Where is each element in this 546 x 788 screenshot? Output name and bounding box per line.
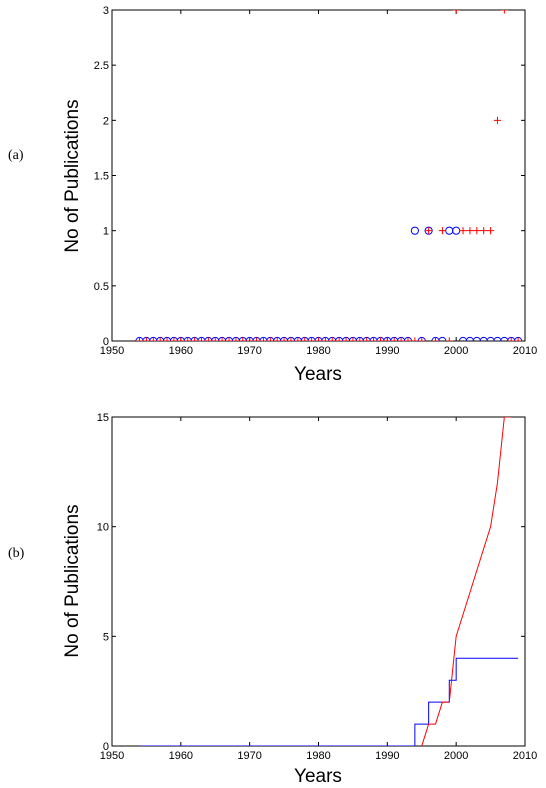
x-tick-label: 2000 — [444, 750, 468, 762]
point-plus — [439, 227, 446, 234]
point-plus — [466, 227, 473, 234]
marks-a — [136, 6, 522, 344]
x-tick-label: 2010 — [513, 750, 537, 762]
point-plus — [494, 117, 501, 124]
panel-label-a: (a) — [8, 148, 24, 163]
x-tick-label: 1960 — [169, 345, 193, 357]
y-tick-label: 2.5 — [94, 60, 109, 72]
x-tick-label: 1990 — [375, 750, 399, 762]
x-axis-label-a: Years — [294, 364, 342, 385]
y-tick-label: 0 — [103, 741, 109, 753]
x-tick-label: 2010 — [513, 345, 537, 357]
point-plus — [501, 6, 508, 13]
x-tick-label: 1970 — [237, 345, 261, 357]
y-tick-label: 10 — [97, 522, 109, 534]
y-tick-label: 1.5 — [94, 171, 109, 183]
y-tick-label: 3 — [103, 5, 109, 17]
y-axis-label-a: No of Publications — [62, 99, 83, 252]
y-tick-label: 1 — [103, 226, 109, 238]
point-plus — [411, 337, 418, 344]
point-plus — [480, 227, 487, 234]
x-tick-label: 1970 — [237, 750, 261, 762]
point-plus — [473, 227, 480, 234]
x-tick-label: 1990 — [375, 345, 399, 357]
point-circle — [411, 227, 418, 234]
y-tick-label: 0.5 — [94, 281, 109, 293]
plot-frame-a — [112, 10, 525, 341]
y-axis-label-b: No of Publications — [62, 504, 83, 657]
panel-label-b: (b) — [8, 546, 25, 561]
series-line — [415, 417, 511, 788]
marks-b — [140, 417, 519, 788]
y-tick-label: 5 — [103, 631, 109, 643]
x-tick-label: 1960 — [169, 750, 193, 762]
point-circle — [446, 227, 453, 234]
ticks-a: 1950 1960 1970 1980 1990 2000 2010 0 0.5 1 1.5 2 2.5… — [94, 5, 538, 357]
y-tick-label: 0 — [103, 336, 109, 348]
plot-frame-b — [112, 417, 525, 746]
chart-a: (a) 1950 1960 1970 1980 1990 2000 2010 0 0.5 1 1.5… — [8, 5, 537, 385]
x-tick-label: 2000 — [444, 345, 468, 357]
x-tick-label: 1980 — [306, 345, 330, 357]
y-tick-label: 15 — [97, 412, 109, 424]
point-plus — [446, 337, 453, 344]
y-tick-label: 2 — [103, 115, 109, 127]
point-plus — [487, 227, 494, 234]
chart-b: (b) 1950 1960 1970 1980 1990 2000 2010 0 5 10 15 Y… — [8, 412, 537, 788]
point-circle — [453, 227, 460, 234]
series-line — [140, 658, 519, 746]
x-axis-label-b: Years — [294, 766, 342, 787]
x-tick-label: 1980 — [306, 750, 330, 762]
point-plus — [453, 6, 460, 13]
point-plus — [459, 227, 466, 234]
